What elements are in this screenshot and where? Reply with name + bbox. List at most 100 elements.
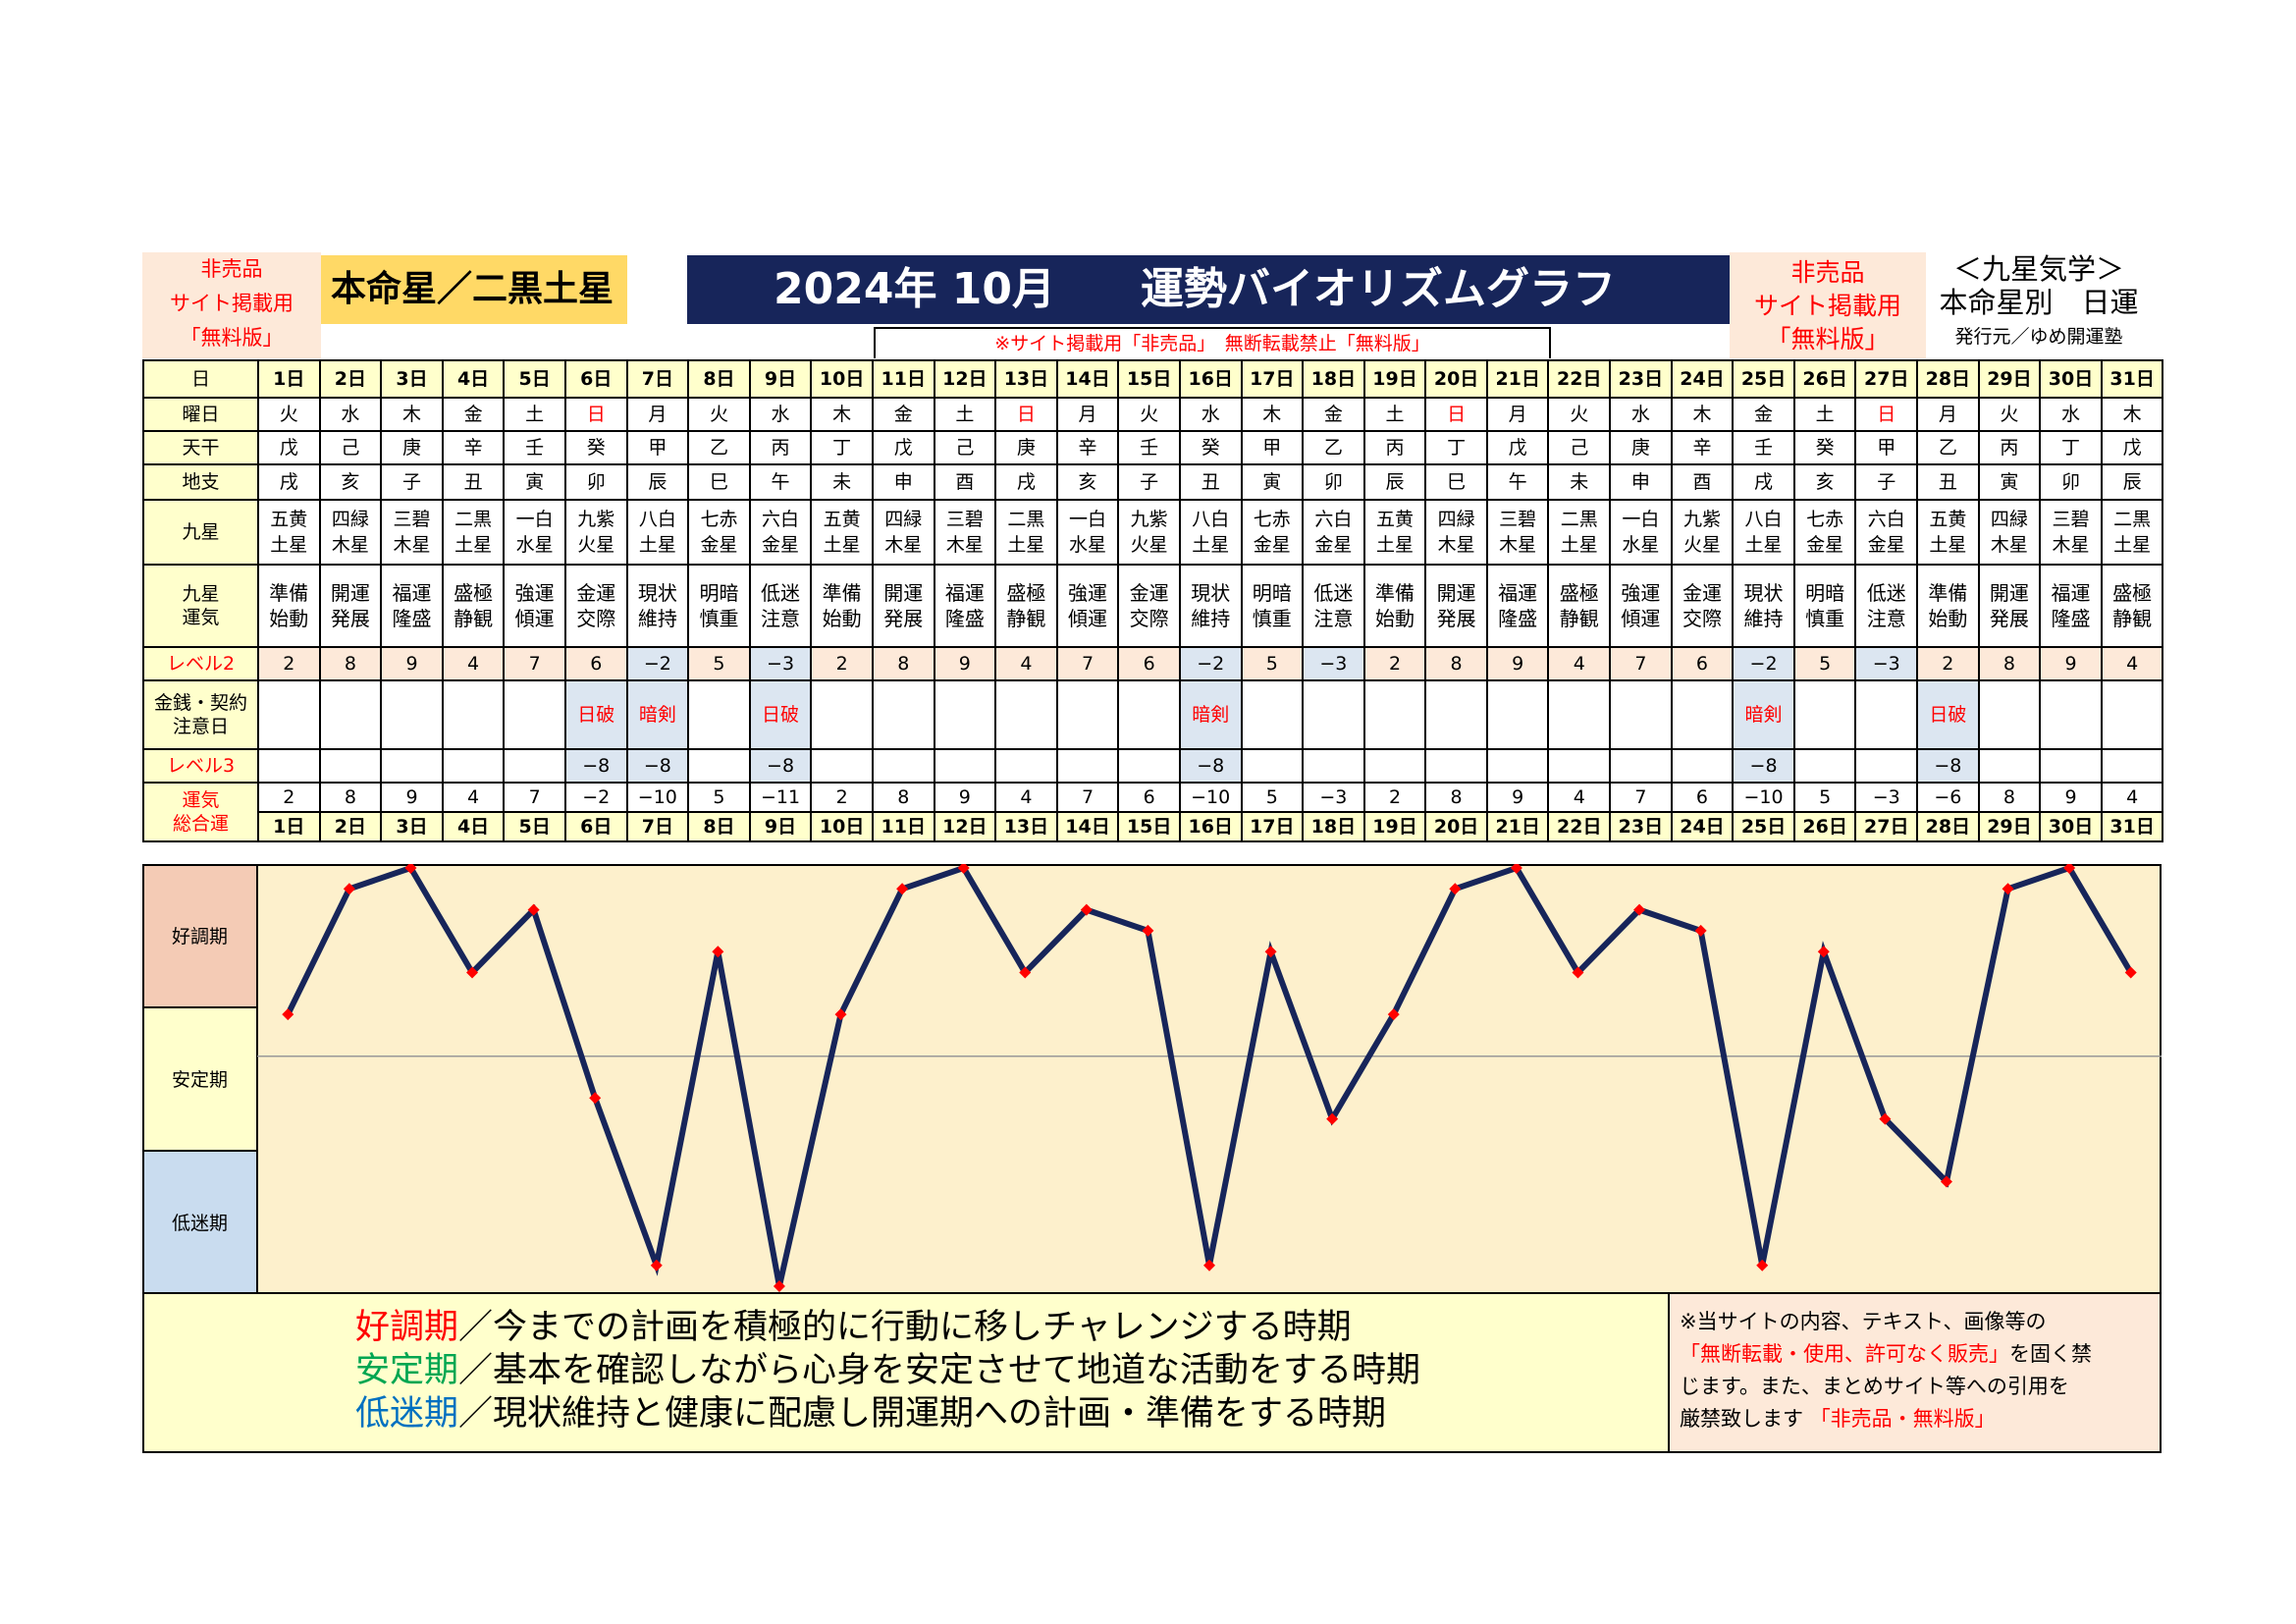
weekdays-cell: 木 (1240, 397, 1305, 432)
total-cell: 6 (1670, 782, 1735, 813)
copyright-line2-rest: を固く禁 (2009, 1342, 2092, 1366)
total-cell: 4 (2100, 782, 2164, 813)
level2-cell: 8 (871, 646, 935, 681)
days-cell: 4日 (441, 359, 506, 399)
unki-cell: 盛極 静観 (1547, 564, 1612, 648)
days-cell: 5日 (503, 811, 566, 842)
data-point (1264, 946, 1277, 958)
row-label-kyusei_unki: 九星 運気 (142, 564, 259, 648)
unki-cell: 強運 傾運 (1609, 564, 1673, 648)
chishi-cell: 寅 (503, 463, 566, 501)
tenkan-cell: 丁 (1424, 430, 1488, 465)
tenkan-cell: 癸 (1178, 430, 1243, 465)
level3-cell: −8 (563, 748, 628, 784)
unki-cell: 明暗 慎重 (687, 564, 751, 648)
days-cell: 10日 (810, 811, 874, 842)
tenkan-cell: 癸 (563, 430, 628, 465)
kinsen-cell (257, 679, 321, 750)
weekdays-cell: 月 (1055, 397, 1120, 432)
chishi-cell: 戌 (994, 463, 1058, 501)
weekdays-cell: 日 (1424, 397, 1488, 432)
band-1 (141, 1006, 258, 1152)
data-point (712, 946, 724, 958)
chishi-cell: 亥 (318, 463, 383, 501)
days-cell: 7日 (625, 811, 690, 842)
days-cell: 20日 (1424, 359, 1488, 399)
tenkan-cell: 戊 (1485, 430, 1550, 465)
kyusei-cell: 四緑 木星 (871, 499, 935, 566)
chishi-cell: 申 (871, 463, 935, 501)
unki-cell: 明暗 慎重 (1792, 564, 1857, 648)
kyusei-title: ＜九星気学＞ (1952, 252, 2124, 286)
kinsen-cell: 日破 (1916, 679, 1980, 750)
days-cell: 8日 (687, 359, 751, 399)
level3-cell: −8 (1916, 748, 1980, 784)
weekdays-cell: 月 (1916, 397, 1980, 432)
legend-low-text: ／現状維持と健康に配慮し開運期への計画・準備をする時期 (458, 1394, 1387, 1434)
kyusei-cell: 五黄 土星 (810, 499, 874, 566)
row-tenkan: 天干戊己庚辛壬癸甲乙丙丁戊己庚辛壬癸甲乙丙丁戊己庚辛壬癸甲乙丙丁戊 (142, 430, 2164, 465)
kinsen-cell: 日破 (563, 679, 628, 750)
level3-cell (1792, 748, 1857, 784)
days-cell: 21日 (1485, 359, 1550, 399)
data-point (2124, 966, 2137, 979)
days-cell: 15日 (1117, 359, 1181, 399)
chishi-cell: 寅 (1977, 463, 2042, 501)
tenkan-cell: 壬 (1117, 430, 1181, 465)
copyright-line2: 「無断転載・使用、許可なく販売」を固く禁 (1680, 1338, 2160, 1371)
band-label: 安定期 (172, 1069, 228, 1091)
data-point (282, 1008, 294, 1021)
level2-cell: 9 (933, 646, 997, 681)
days-cell: 22日 (1547, 811, 1612, 842)
row-weekdays: 曜日火水木金土日月火水木金土日月火水木金土日月火水木金土日月火水木 (142, 397, 2164, 432)
days-cell: 30日 (2039, 359, 2103, 399)
unki-cell: 強運 傾運 (503, 564, 566, 648)
level3-cell (1977, 748, 2042, 784)
right-label-line2: サイト掲載用 (1753, 292, 1901, 320)
weekdays-cell: 木 (380, 397, 444, 432)
days-cell: 2日 (318, 811, 383, 842)
data-point (1326, 1112, 1339, 1125)
total-cell: 2 (257, 782, 321, 813)
unki-cell: 盛極 静観 (994, 564, 1058, 648)
weekdays-cell: 木 (810, 397, 874, 432)
row-days-bottom: 1日 2日 3日 4日 5日 6日 7日 8日 9日 10日 11日 12日 13日 14日 15日 16日 1… (143, 811, 2164, 842)
days-cell: 28日 (1916, 811, 1980, 842)
days-cell: 22日 (1547, 359, 1612, 399)
data-point (1694, 924, 1707, 937)
days-cell: 7日 (625, 359, 690, 399)
level2-cell: 5 (1240, 646, 1305, 681)
chishi-cell: 戌 (257, 463, 321, 501)
chishi-cell: 丑 (441, 463, 506, 501)
total-cell: −10 (1178, 782, 1243, 813)
copyright-line3: じます。また、まとめサイト等への引用を (1680, 1375, 2069, 1398)
copyright-red: 「無断転載・使用、許可なく販売」 (1680, 1342, 2009, 1366)
chishi-cell: 酉 (1670, 463, 1735, 501)
days-cell: 29日 (1977, 811, 2042, 842)
kinsen-cell: 暗剣 (1178, 679, 1243, 750)
level3-cell (1547, 748, 1612, 784)
days-cell: 3日 (380, 359, 444, 399)
chishi-cell: 亥 (1792, 463, 1857, 501)
total-cell: 4 (1547, 782, 1612, 813)
days-cell: 31日 (2100, 811, 2164, 842)
kinsen-cell (1117, 679, 1181, 750)
weekdays-cell: 水 (1178, 397, 1243, 432)
days-cell: 5日 (503, 359, 566, 399)
kyusei-cell: 四緑 木星 (1977, 499, 2042, 566)
unki-cell: 現状 維持 (625, 564, 690, 648)
level2-cell: 5 (1792, 646, 1857, 681)
data-point (1203, 1259, 1215, 1272)
days-cell: 13日 (994, 359, 1058, 399)
unki-cell: 開運 発展 (1977, 564, 2042, 648)
level3-cell (441, 748, 506, 784)
total-cell: 7 (1055, 782, 1120, 813)
days-cell: 19日 (1362, 359, 1427, 399)
kinsen-cell (1362, 679, 1427, 750)
weekdays-cell: 木 (1670, 397, 1735, 432)
honmei-label: 本命星／二黒土星 (321, 255, 627, 324)
kinsen-cell (687, 679, 751, 750)
tenkan-cell: 乙 (1302, 430, 1365, 465)
unki-cell: 強運 傾運 (1055, 564, 1120, 648)
days-cell: 1日 (257, 359, 321, 399)
